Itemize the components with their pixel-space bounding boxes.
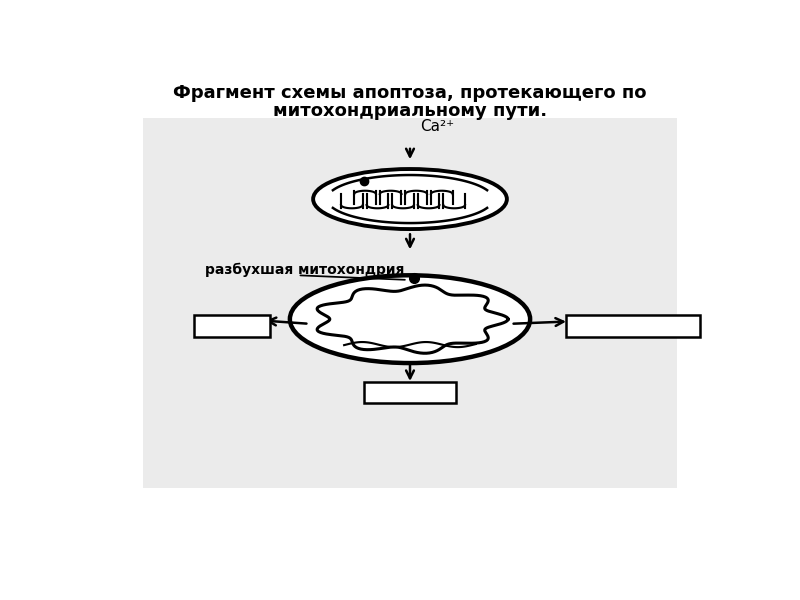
Text: Ca²⁺: Ca²⁺	[420, 119, 454, 134]
Ellipse shape	[290, 275, 530, 363]
Text: Фрагмент схемы апоптоза, протекающего по: Фрагмент схемы апоптоза, протекающего по	[174, 83, 646, 101]
FancyBboxPatch shape	[143, 118, 677, 488]
FancyBboxPatch shape	[364, 382, 456, 403]
Text: Smac: Smac	[387, 385, 433, 400]
Ellipse shape	[313, 169, 507, 229]
Text: AIF: AIF	[220, 319, 243, 334]
Text: цитохром с: цитохром с	[587, 319, 678, 334]
FancyBboxPatch shape	[194, 316, 270, 337]
Text: митохондриальному пути.: митохондриальному пути.	[273, 102, 547, 120]
FancyBboxPatch shape	[566, 316, 700, 337]
Text: разбухшая митохондрия: разбухшая митохондрия	[205, 263, 404, 277]
